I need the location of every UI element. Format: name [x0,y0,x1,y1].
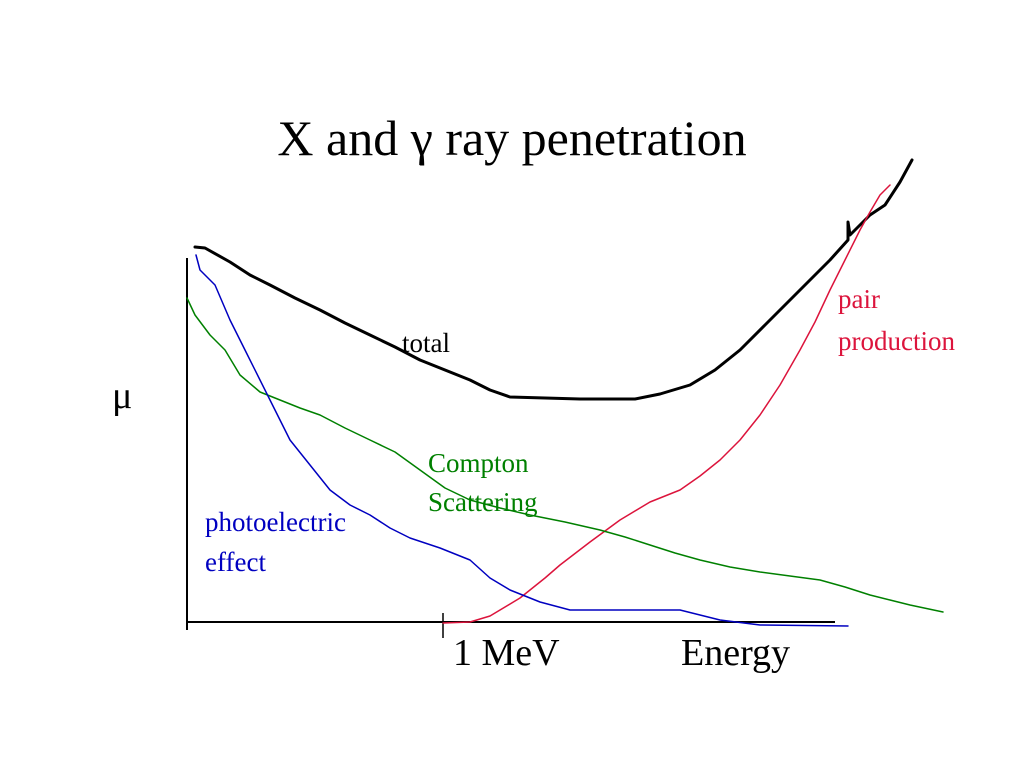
compton-label: Compton Scattering [428,448,537,517]
photoelectric-label: photoelectric effect [205,507,353,577]
total-label: total [402,328,450,358]
x-axis-label: Energy [681,632,790,674]
label-line: Compton [428,448,529,478]
x-marker-label: 1 MeV [453,632,560,674]
label-line: photoelectric [205,507,346,537]
title: X and γ ray penetration [277,110,746,166]
pair-production-label: pair production [838,284,955,356]
label-line: production [838,326,955,356]
pair-production-curve [442,184,891,624]
compton-curve [186,297,944,613]
photoelectric-curve [195,254,849,627]
y-axis-label: μ [112,375,132,417]
label-line: pair [838,284,880,314]
label-line: effect [205,547,266,577]
label-line: Scattering [428,487,537,517]
total-curve [193,158,914,401]
